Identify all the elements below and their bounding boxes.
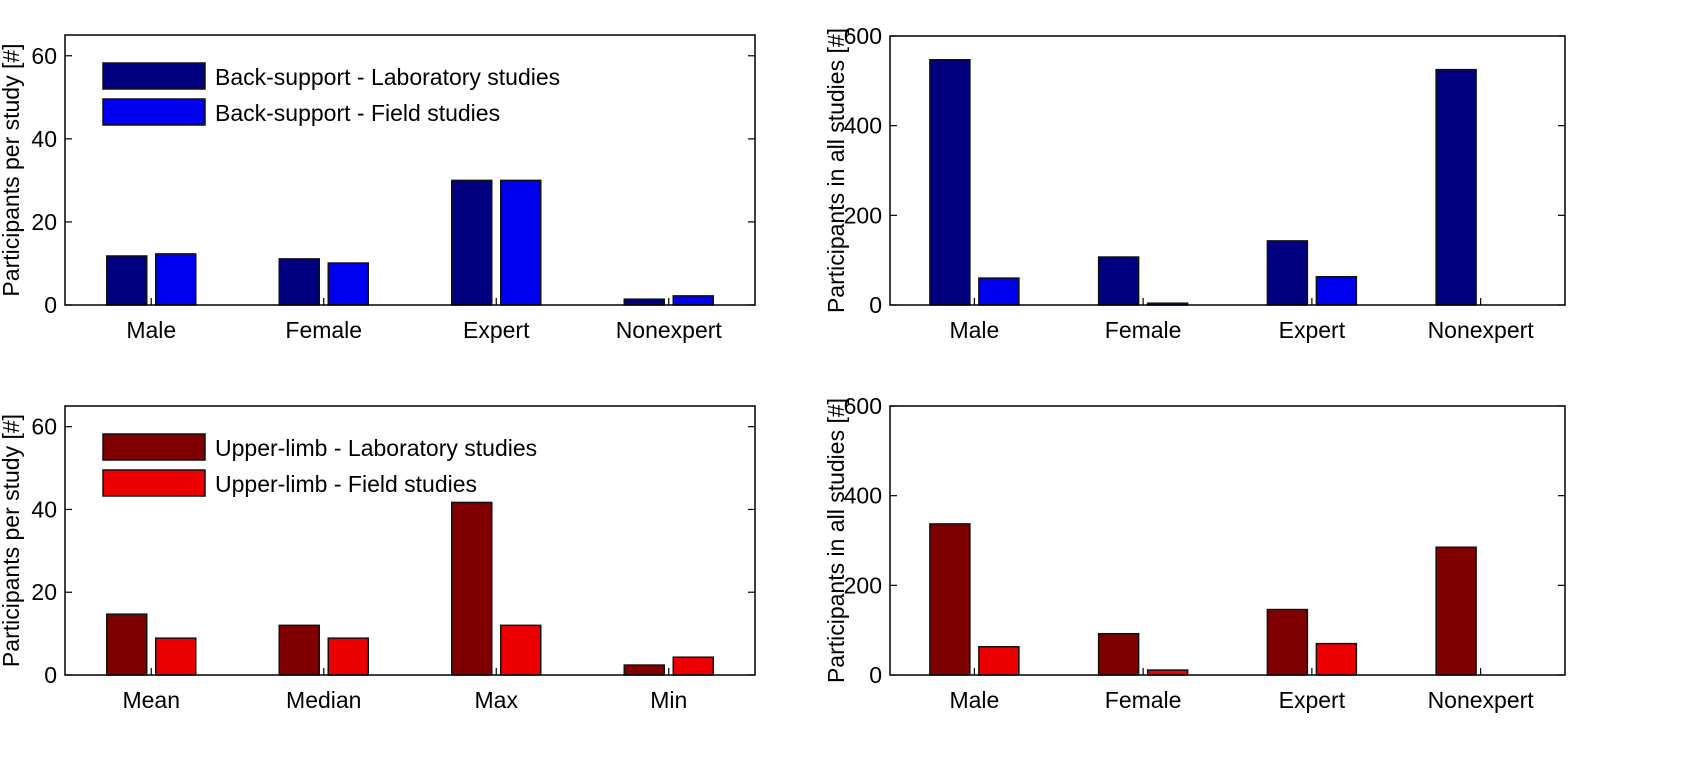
- legend-swatch: [102, 62, 206, 90]
- x-tick-label: Max: [475, 687, 519, 713]
- bar: [278, 624, 320, 676]
- y-tick-label: 20: [31, 209, 57, 235]
- y-tick-label: 0: [44, 662, 57, 688]
- chart-panel-2: 0 200 400 600 Male Female Expert Nonexpert Parti…: [823, 23, 1566, 343]
- bar: [106, 255, 148, 306]
- y-tick-label: 600: [844, 393, 882, 419]
- legend-label: Upper-limb - Laboratory studies: [215, 435, 537, 461]
- y-tick-label: 40: [31, 496, 57, 522]
- bar: [1315, 642, 1358, 676]
- x-tick-label: Nonexpert: [1428, 687, 1535, 713]
- bar: [1435, 68, 1477, 306]
- legend-label: Upper-limb - Field studies: [215, 471, 477, 497]
- bar: [327, 262, 369, 306]
- x-tick-label: Nonexpert: [1428, 317, 1535, 343]
- y-tick-label: 0: [869, 292, 882, 318]
- y-axis-label: Participants in all studies [#]: [823, 398, 849, 683]
- bar: [929, 523, 971, 676]
- bar: [1097, 633, 1140, 676]
- chart-panel-3: 0 20 40 60 Mean Median Max Min Participants per …: [0, 405, 756, 713]
- axes-box: [889, 35, 1566, 306]
- axes-box: [64, 405, 756, 676]
- bar: [278, 258, 320, 306]
- legend-label: Back-support - Field studies: [215, 100, 500, 126]
- bar: [500, 624, 542, 676]
- axes-box: [64, 34, 756, 306]
- y-axis-label: Participants per study [#]: [0, 43, 24, 296]
- legend-swatch: [102, 469, 206, 497]
- bar: [1266, 608, 1309, 676]
- x-tick-label: Male: [949, 317, 999, 343]
- bar: [623, 664, 665, 676]
- axes-box: [889, 405, 1566, 676]
- bar: [978, 277, 1020, 306]
- bar: [106, 613, 148, 676]
- bar: [1266, 240, 1309, 306]
- y-tick-label: 600: [844, 23, 882, 49]
- legend-swatch: [102, 98, 206, 126]
- bar: [623, 298, 665, 306]
- y-tick-label: 0: [869, 662, 882, 688]
- bar: [327, 637, 369, 676]
- y-tick-label: 60: [31, 43, 57, 69]
- chart-panel-1: 0 20 40 60 Male Female Expert Nonexpert Particip…: [0, 34, 756, 343]
- x-tick-label: Mean: [122, 687, 180, 713]
- x-tick-label: Expert: [1279, 687, 1346, 713]
- legend-swatch: [102, 433, 206, 461]
- y-axis-label: Participants in all studies [#]: [823, 28, 849, 313]
- y-tick-label: 400: [844, 113, 882, 139]
- y-tick-label: 20: [31, 579, 57, 605]
- bar: [672, 295, 714, 306]
- legend-label: Back-support - Laboratory studies: [215, 64, 560, 90]
- bar: [1435, 546, 1477, 676]
- bar: [1097, 256, 1140, 306]
- y-tick-label: 60: [31, 414, 57, 440]
- x-tick-label: Nonexpert: [616, 317, 723, 343]
- x-tick-label: Male: [949, 687, 999, 713]
- bar: [1315, 276, 1358, 306]
- x-tick-label: Expert: [463, 317, 530, 343]
- x-tick-label: Female: [1105, 687, 1182, 713]
- bar: [500, 179, 542, 306]
- y-tick-label: 400: [844, 483, 882, 509]
- x-tick-label: Female: [1105, 317, 1182, 343]
- x-tick-label: Expert: [1279, 317, 1346, 343]
- bar: [451, 179, 493, 306]
- bar: [451, 501, 493, 676]
- x-tick-label: Median: [286, 687, 361, 713]
- bar: [672, 656, 714, 676]
- bar: [978, 646, 1020, 676]
- y-tick-label: 200: [844, 202, 882, 228]
- y-tick-label: 0: [44, 292, 57, 318]
- bar: [155, 637, 197, 676]
- x-tick-label: Female: [285, 317, 362, 343]
- bar: [155, 253, 197, 306]
- y-tick-label: 40: [31, 126, 57, 152]
- y-tick-label: 200: [844, 572, 882, 598]
- y-axis-label: Participants per study [#]: [0, 414, 24, 667]
- bar: [929, 59, 971, 306]
- x-tick-label: Male: [126, 317, 176, 343]
- x-tick-label: Min: [650, 687, 687, 713]
- chart-panel-4: 0 200 400 600 Male Female Expert Nonexpert Parti…: [823, 393, 1566, 713]
